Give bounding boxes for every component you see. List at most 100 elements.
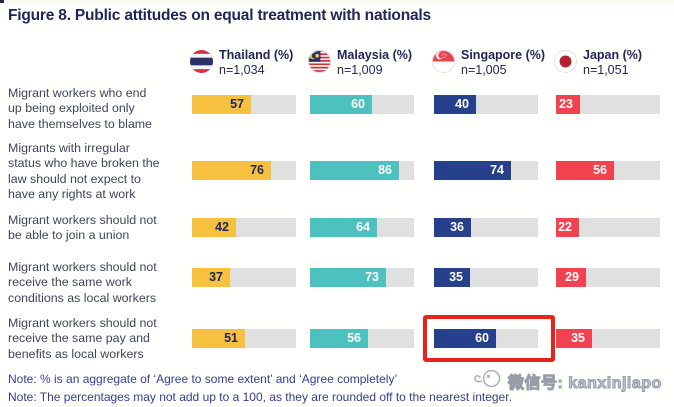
row-label-line: status who have broken the — [8, 156, 160, 171]
bar-track: 37 — [192, 268, 296, 287]
bar-fill: 74 — [434, 161, 511, 180]
bar-track: 73 — [310, 268, 414, 287]
bar-fill: 60 — [310, 95, 372, 114]
row-label: Migrants with irregular status who have b… — [8, 141, 196, 203]
column-sample-size: n=1,009 — [337, 63, 383, 77]
bar-fill: 23 — [556, 95, 580, 114]
bar-value: 36 — [450, 220, 464, 234]
bar-track: 74 — [434, 161, 538, 180]
bar-value: 56 — [593, 163, 607, 177]
row-label-line: benefits as local workers — [8, 346, 144, 361]
top-edge-artifact — [0, 0, 674, 3]
column-sample-size: n=1,051 — [583, 63, 629, 77]
column-title: Japan (%) — [583, 48, 643, 62]
row-label: Migrant workers should not receive the sa… — [8, 260, 196, 306]
row-label-line: Migrant workers who end — [8, 86, 147, 100]
bar-track: 29 — [556, 268, 660, 287]
bar-fill: 60 — [434, 329, 496, 348]
bar-value: 86 — [378, 163, 392, 177]
bar-track: 42 — [192, 218, 296, 237]
bar-value: 56 — [347, 331, 361, 345]
bar-track: 22 — [556, 218, 660, 237]
singapore-flag-icon — [432, 50, 455, 73]
bar-fill: 40 — [434, 95, 476, 114]
bar-fill: 35 — [556, 329, 592, 348]
bar-value: 29 — [565, 270, 579, 284]
row-label: Migrant workers who end up being exploite… — [8, 86, 196, 132]
row-label-line: Migrant workers should not — [8, 316, 157, 330]
bar-fill: 36 — [434, 218, 471, 237]
watermark: 微信号: kanxinjiapo — [473, 367, 662, 395]
watermark-text: 微信号: kanxinjiapo — [508, 375, 662, 393]
column-title: Singapore (%) — [461, 48, 546, 62]
bar-value: 60 — [351, 97, 365, 111]
bar-fill: 56 — [556, 161, 614, 180]
bar-value: 76 — [250, 163, 264, 177]
bar-fill: 64 — [310, 218, 377, 237]
bar-value: 40 — [455, 97, 469, 111]
row-label-line: receive the same work — [8, 275, 132, 290]
bird-doodle-icon — [473, 367, 503, 395]
bar-value: 22 — [558, 220, 572, 234]
bar-fill: 37 — [192, 268, 230, 287]
bar-value: 64 — [356, 220, 370, 234]
bar-fill: 56 — [310, 329, 368, 348]
column-header-malaysia: Malaysia (%) n=1,009 — [308, 48, 412, 78]
bar-track: 35 — [556, 329, 660, 348]
bar-value: 60 — [475, 331, 489, 345]
highlight-box — [423, 315, 555, 362]
bar-value: 74 — [490, 163, 504, 177]
row-label: Migrant workers should not receive the sa… — [8, 316, 196, 362]
bar-value: 35 — [571, 331, 585, 345]
bar-track: 36 — [434, 218, 538, 237]
row-label-line: up being exploited only — [8, 101, 135, 116]
row-label-line: Migrant workers should not — [8, 213, 157, 227]
bar-fill: 51 — [192, 329, 245, 348]
row-label-line: receive the same pay and — [8, 331, 150, 346]
column-header-singapore: Singapore (%) n=1,005 — [432, 48, 545, 78]
column-title: Malaysia (%) — [337, 48, 413, 62]
malaysia-flag-icon — [308, 50, 331, 73]
column-header-thailand: Thailand (%) n=1,034 — [190, 48, 293, 78]
bar-fill: 42 — [192, 218, 236, 237]
bar-value: 57 — [230, 97, 244, 111]
bar-fill: 76 — [192, 161, 271, 180]
column-sample-size: n=1,034 — [219, 63, 265, 77]
bar-track: 60 — [310, 95, 414, 114]
bar-fill: 29 — [556, 268, 586, 287]
row-label-line: law should not expect to — [8, 171, 141, 186]
bar-track: 23 — [556, 95, 660, 114]
row-label-line: Migrant workers should not — [8, 260, 157, 274]
bar-value: 51 — [224, 331, 238, 345]
row-label-line: Migrants with irregular — [8, 141, 130, 155]
column-title: Thailand (%) — [219, 48, 294, 62]
japan-flag-icon — [554, 50, 577, 73]
bar-track: 64 — [310, 218, 414, 237]
bar-fill: 35 — [434, 268, 470, 287]
bar-track: 76 — [192, 161, 296, 180]
row-label-line: have themselves to blame — [8, 116, 152, 131]
bar-track: 51 — [192, 329, 296, 348]
bar-value: 73 — [365, 270, 379, 284]
bar-track: 35 — [434, 268, 538, 287]
note-rounding: Note: The percentages may not add up to … — [8, 390, 512, 404]
bar-fill: 73 — [310, 268, 386, 287]
note-aggregate: Note: % is an aggregate of ‘Agree to som… — [8, 372, 398, 386]
bar-track: 57 — [192, 95, 296, 114]
bar-track: 86 — [310, 161, 414, 180]
column-header-japan: Japan (%) n=1,051 — [554, 48, 642, 78]
thailand-flag-icon — [190, 50, 213, 73]
bar-value: 42 — [215, 220, 229, 234]
figure-title: Figure 8. Public attitudes on equal trea… — [8, 7, 431, 24]
bar-value: 35 — [449, 270, 463, 284]
row-label-line: conditions as local workers — [8, 290, 157, 305]
bar-track: 40 — [434, 95, 538, 114]
bar-fill: 57 — [192, 95, 251, 114]
bar-track: 56 — [556, 161, 660, 180]
bar-value: 37 — [209, 270, 223, 284]
bar-fill: 86 — [310, 161, 399, 180]
column-sample-size: n=1,005 — [461, 63, 507, 77]
row-label-line: be able to join a union — [8, 228, 130, 243]
bar-value: 23 — [559, 97, 573, 111]
